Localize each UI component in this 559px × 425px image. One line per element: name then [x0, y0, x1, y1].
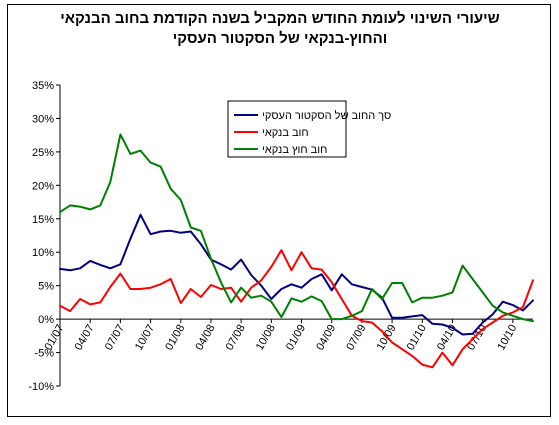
y-tick-label: 35%: [32, 80, 54, 92]
x-tick-label: 04/10: [435, 323, 459, 353]
legend-label-3: חוב חוץ בנקאי: [262, 144, 327, 156]
y-tick-label: -5%: [34, 348, 54, 360]
series-line-1: [59, 213, 534, 336]
chart-title-line-2: והחוץ-בנקאי של הסקטור העסקי: [173, 30, 388, 47]
x-tick-label: 10/08: [254, 323, 278, 353]
x-tick-label: 01/07: [42, 323, 66, 353]
y-tick-label: -10%: [28, 381, 54, 393]
chart-frame: שיעורי השינוי לעומת החודש המקביל בשנה הק…: [7, 4, 551, 417]
line-chart: שיעורי השינוי לעומת החודש המקביל בשנה הק…: [28, 10, 534, 393]
x-tick-label: 04/07: [73, 323, 97, 353]
y-tick-label: 15%: [32, 214, 54, 226]
y-tick-label: 0%: [38, 314, 54, 326]
x-tick-label: 01/09: [284, 323, 308, 353]
legend-box: [227, 100, 347, 158]
series-line-3: [59, 133, 534, 323]
chart-title-line-1: שיעורי השינוי לעומת החודש המקביל בשנה הק…: [60, 10, 500, 27]
x-tick-label: 01/08: [163, 323, 187, 353]
y-tick-label: 10%: [32, 247, 54, 259]
legend: סך החוב של הסקטור העסקי חוב בנקאי חוב חוץ …: [227, 100, 391, 158]
y-tick-label: 20%: [32, 180, 54, 192]
y-tick-label: 30%: [32, 113, 54, 125]
legend-label-2: חוב בנקאי: [262, 127, 309, 139]
y-tick-label: 5%: [38, 281, 54, 293]
x-tick-label: 01/10: [405, 323, 429, 353]
x-tick-label: 07/08: [224, 323, 248, 353]
x-tick-label: 04/08: [193, 323, 217, 353]
x-tick-label: 10/07: [133, 323, 157, 353]
x-tick-label: 04/09: [314, 323, 338, 353]
series-lines: [59, 133, 534, 369]
x-tick-label: 07/09: [344, 323, 368, 353]
y-axis-tick-labels: 35% 30% 25% 20% 15% 10% 5% 0% -5% -10%: [28, 80, 54, 393]
series-line-2: [59, 249, 534, 369]
y-tick-label: 25%: [32, 147, 54, 159]
axes: [56, 84, 533, 387]
x-tick-label: 10/10: [495, 323, 519, 353]
x-tick-label: 07/07: [103, 323, 127, 353]
legend-label-1: סך החוב של הסקטור העסקי: [262, 109, 391, 122]
